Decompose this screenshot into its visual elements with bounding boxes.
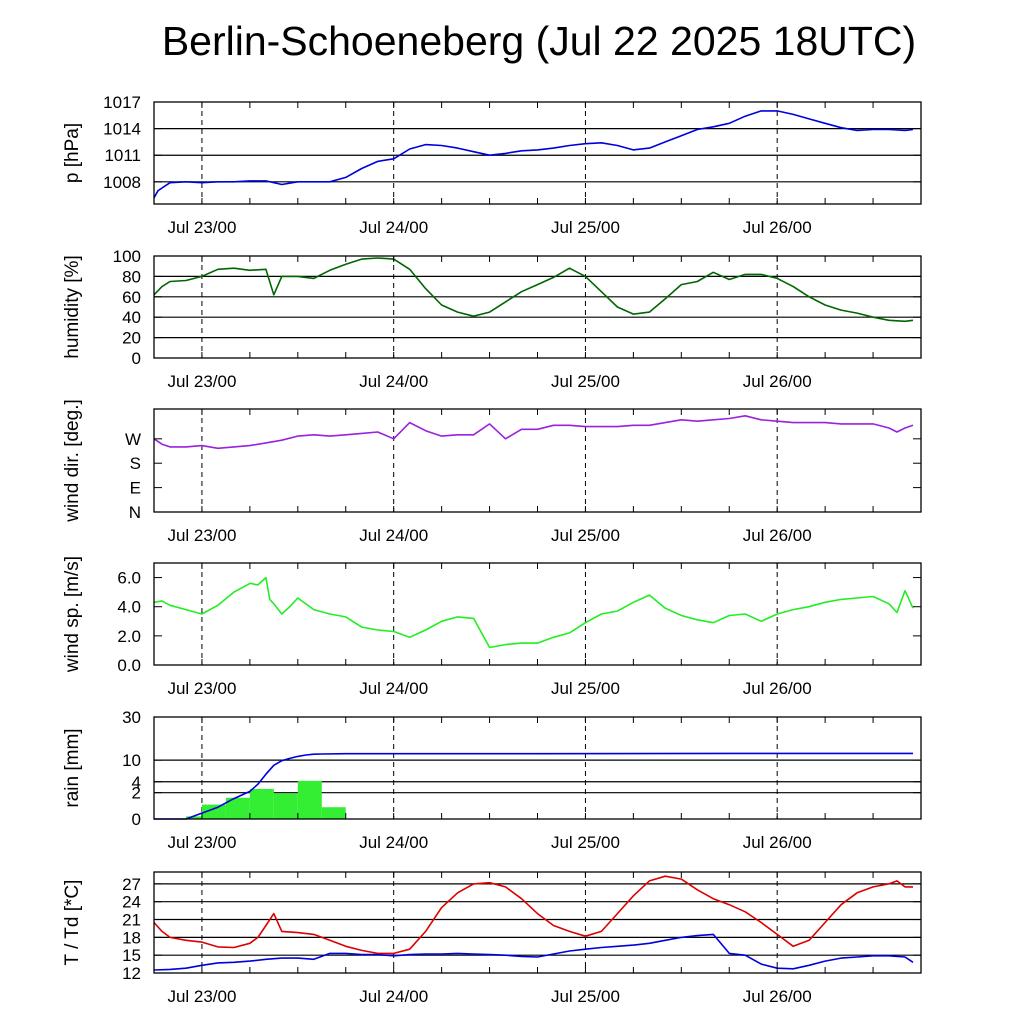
x-tick-label: Jul 24/00: [359, 679, 428, 698]
y-axis-label: p [hPa]: [62, 123, 83, 183]
y-tick-label: 27: [122, 875, 141, 894]
x-tick-label: Jul 24/00: [359, 526, 428, 545]
y-axis-label: rain [mm]: [62, 728, 83, 807]
y-tick-label: 0: [132, 810, 141, 829]
rain-bar: [249, 788, 274, 819]
x-tick-label: Jul 25/00: [551, 372, 620, 391]
panel-frame: [153, 871, 922, 974]
x-tick-label: Jul 23/00: [167, 526, 236, 545]
page-title: Berlin-Schoeneberg (Jul 22 2025 18UTC): [161, 18, 917, 64]
rain-bar: [273, 793, 298, 819]
panel-frame: [153, 408, 922, 513]
y-tick-label: 30: [122, 708, 141, 727]
x-tick-label: Jul 26/00: [743, 833, 812, 852]
x-tick-label: Jul 25/00: [551, 218, 620, 237]
y-tick-label: 10: [122, 751, 141, 770]
series-line-1: [153, 933, 914, 971]
y-tick-label: 21: [122, 911, 141, 930]
y-axis-label: wind sp. [m/s]: [62, 556, 83, 673]
y-tick-label: 18: [122, 928, 141, 947]
series-line-0: [153, 257, 914, 323]
y-tick-label: 12: [122, 964, 141, 983]
y-tick-label: 15: [122, 946, 141, 965]
x-tick-label: Jul 26/00: [743, 372, 812, 391]
y-tick-label: W: [125, 430, 141, 449]
x-tick-label: Jul 25/00: [551, 679, 620, 698]
y-tick-label: 4: [132, 773, 141, 792]
series-line-0: [153, 110, 914, 199]
y-tick-label: 60: [122, 288, 141, 307]
y-tick-label: 4.0: [117, 598, 141, 617]
rain-bar: [225, 797, 250, 819]
y-tick-label: 80: [122, 267, 141, 286]
y-tick-label: 100: [113, 247, 141, 266]
series-line-0: [154, 752, 913, 820]
y-tick-label: 2.0: [117, 627, 141, 646]
rain-bar: [201, 804, 226, 819]
x-tick-label: Jul 26/00: [743, 218, 812, 237]
y-tick-label: 1008: [103, 173, 141, 192]
y-axis-label: wind dir. [deg.]: [62, 399, 83, 523]
x-tick-label: Jul 24/00: [359, 987, 428, 1006]
x-tick-label: Jul 26/00: [743, 526, 812, 545]
panel-3: 0.0 2.0 4.0 6.0 Jul 23/00 Jul 24/00 Jul 25/00 J…: [62, 556, 922, 698]
x-tick-label: Jul 23/00: [167, 987, 236, 1006]
x-tick-label: Jul 26/00: [743, 679, 812, 698]
y-tick-label: 40: [122, 308, 141, 327]
y-tick-label: 2: [132, 784, 141, 803]
x-tick-label: Jul 24/00: [359, 218, 428, 237]
x-tick-label: Jul 25/00: [551, 526, 620, 545]
panel-frame: [153, 562, 922, 666]
panel-frame: [153, 255, 922, 359]
y-axis-label: humidity [%]: [62, 255, 83, 358]
series-line-0: [153, 414, 914, 450]
series-line-0: [153, 576, 914, 649]
x-tick-label: Jul 23/00: [167, 833, 236, 852]
y-tick-label: N: [129, 503, 141, 522]
y-tick-label: E: [130, 479, 141, 498]
rain-bar: [297, 780, 322, 819]
y-tick-label: 0: [132, 349, 141, 368]
y-tick-label: 0.0: [117, 656, 141, 675]
x-tick-label: Jul 25/00: [551, 987, 620, 1006]
y-tick-label: 6.0: [117, 569, 141, 588]
series-line-0: [153, 875, 913, 955]
rain-bar: [321, 807, 346, 819]
x-tick-label: Jul 24/00: [359, 833, 428, 852]
x-tick-label: Jul 25/00: [551, 833, 620, 852]
x-tick-label: Jul 23/00: [167, 679, 236, 698]
x-tick-label: Jul 26/00: [743, 987, 812, 1006]
x-tick-label: Jul 24/00: [359, 372, 428, 391]
x-tick-label: Jul 23/00: [167, 218, 236, 237]
rain-bar: [185, 816, 202, 819]
panel-0: 1008 1011 1014 1017 Jul 23/00 Jul 24/00 Jul 25…: [62, 93, 922, 237]
y-tick-label: 1014: [103, 120, 141, 139]
panel-4: 0 24 10 30 Jul 23/00 Jul 24/00 Jul 25/00 Jul 26…: [62, 708, 922, 852]
y-tick-label: 20: [122, 329, 141, 348]
y-axis-label: T / Td [*C]: [62, 880, 83, 966]
y-tick-label: 1011: [104, 146, 141, 165]
y-tick-label: 24: [122, 893, 141, 912]
y-tick-label: S: [130, 454, 141, 473]
y-tick-label: 1017: [103, 93, 141, 112]
x-tick-label: Jul 23/00: [167, 372, 236, 391]
